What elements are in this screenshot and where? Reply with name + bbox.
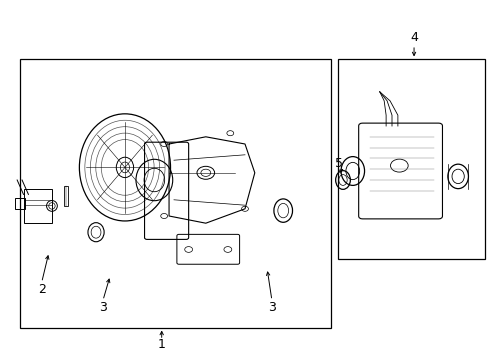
Text: 4: 4 [410,31,418,44]
Text: 1: 1 [158,338,166,351]
Text: 3: 3 [268,301,276,314]
Bar [24,189,52,223]
Bar [20,59,331,328]
Text: 5: 5 [335,157,343,170]
Bar [338,59,485,259]
Text: 3: 3 [99,301,107,314]
Text: 2: 2 [38,283,46,296]
Bar [15,198,24,209]
Bar [64,186,68,206]
